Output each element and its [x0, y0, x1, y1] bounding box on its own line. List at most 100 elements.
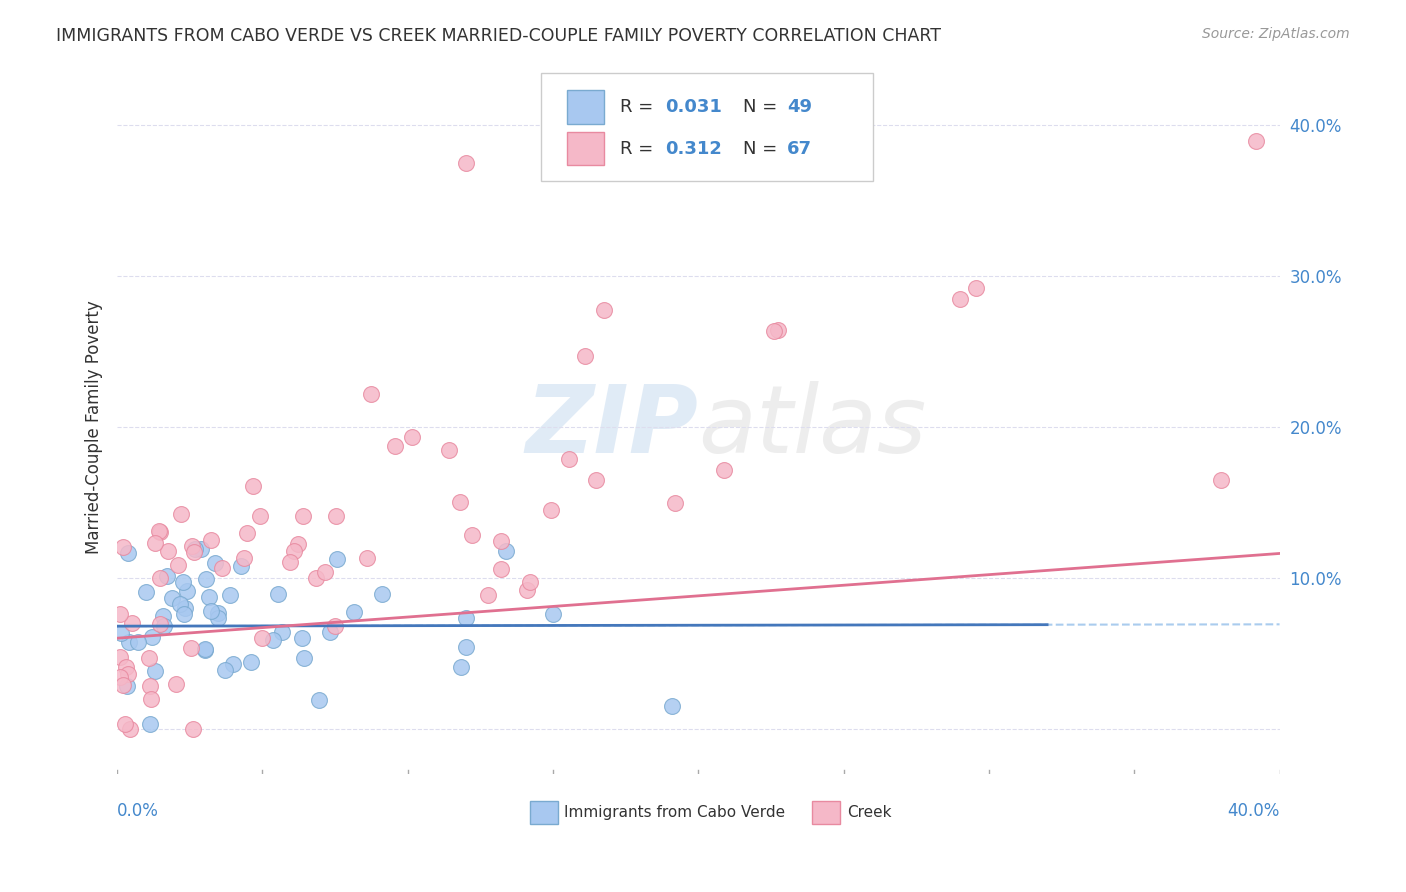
Point	[198, 591, 221, 605]
Point	[370, 587, 392, 601]
Point	[454, 156, 477, 170]
Point	[118, 635, 141, 649]
Point	[143, 664, 166, 678]
Text: IMMIGRANTS FROM CABO VERDE VS CREEK MARRIED-COUPLE FAMILY POVERTY CORRELATION CH: IMMIGRANTS FROM CABO VERDE VS CREEK MARR…	[56, 27, 941, 45]
Point	[232, 550, 254, 565]
Text: Immigrants from Cabo Verde: Immigrants from Cabo Verde	[564, 805, 785, 821]
Point	[155, 568, 177, 582]
Point	[173, 607, 195, 621]
Point	[157, 544, 180, 558]
Point	[477, 588, 499, 602]
Point	[207, 611, 229, 625]
Point	[111, 678, 134, 692]
Point	[460, 528, 482, 542]
Text: R =: R =	[620, 139, 659, 158]
Point	[949, 292, 972, 306]
Point	[172, 575, 194, 590]
Point	[308, 693, 330, 707]
Point	[200, 533, 222, 547]
Point	[204, 556, 226, 570]
Point	[768, 323, 790, 337]
Text: Source: ZipAtlas.com: Source: ZipAtlas.com	[1202, 27, 1350, 41]
Point	[110, 625, 132, 640]
Point	[170, 508, 193, 522]
Text: 67: 67	[787, 139, 811, 158]
Point	[271, 625, 294, 640]
Point	[287, 537, 309, 551]
Point	[250, 631, 273, 645]
Point	[541, 607, 564, 622]
Point	[180, 641, 202, 656]
Point	[291, 631, 314, 645]
Point	[194, 641, 217, 656]
Point	[111, 541, 134, 555]
Text: 49: 49	[787, 98, 811, 116]
Point	[148, 524, 170, 538]
Point	[176, 584, 198, 599]
Text: N =: N =	[742, 98, 783, 116]
Point	[384, 438, 406, 452]
Text: atlas: atlas	[699, 382, 927, 473]
Point	[267, 587, 290, 601]
Point	[489, 533, 512, 548]
Point	[141, 630, 163, 644]
Point	[323, 619, 346, 633]
Point	[173, 601, 195, 615]
Point	[135, 585, 157, 599]
Text: N =: N =	[742, 139, 783, 158]
Point	[495, 543, 517, 558]
Point	[117, 667, 139, 681]
Point	[143, 536, 166, 550]
Point	[114, 660, 136, 674]
Point	[661, 698, 683, 713]
Point	[319, 625, 342, 640]
Point	[149, 524, 172, 539]
Point	[165, 676, 187, 690]
Point	[1246, 134, 1268, 148]
Point	[235, 525, 257, 540]
Point	[664, 496, 686, 510]
Point	[114, 717, 136, 731]
Point	[489, 562, 512, 576]
Point	[214, 664, 236, 678]
Point	[211, 561, 233, 575]
Point	[190, 542, 212, 557]
Point	[283, 543, 305, 558]
Point	[139, 679, 162, 693]
Point	[439, 443, 461, 458]
Point	[558, 452, 581, 467]
Point	[401, 430, 423, 444]
Point	[540, 503, 562, 517]
Point	[592, 302, 614, 317]
Point	[326, 551, 349, 566]
Point	[127, 635, 149, 649]
Point	[356, 550, 378, 565]
Point	[153, 619, 176, 633]
Point	[249, 508, 271, 523]
Point	[222, 657, 245, 671]
Point	[454, 640, 477, 654]
Point	[169, 598, 191, 612]
Point	[181, 722, 204, 736]
Point	[195, 572, 218, 586]
Bar	[813, 801, 841, 824]
Point	[180, 539, 202, 553]
Point	[194, 643, 217, 657]
Point	[305, 570, 328, 584]
Point	[152, 608, 174, 623]
Y-axis label: Married-Couple Family Poverty: Married-Couple Family Poverty	[86, 300, 103, 554]
Point	[183, 541, 205, 556]
Point	[108, 670, 131, 684]
Point	[449, 494, 471, 508]
Point	[574, 350, 596, 364]
Text: Creek: Creek	[848, 805, 891, 821]
Point	[516, 582, 538, 597]
Bar	[530, 801, 558, 824]
Point	[183, 545, 205, 559]
Point	[139, 692, 162, 706]
Point	[207, 606, 229, 620]
Text: 40.0%: 40.0%	[1227, 802, 1279, 820]
Point	[325, 508, 347, 523]
Point	[343, 605, 366, 619]
Point	[450, 660, 472, 674]
